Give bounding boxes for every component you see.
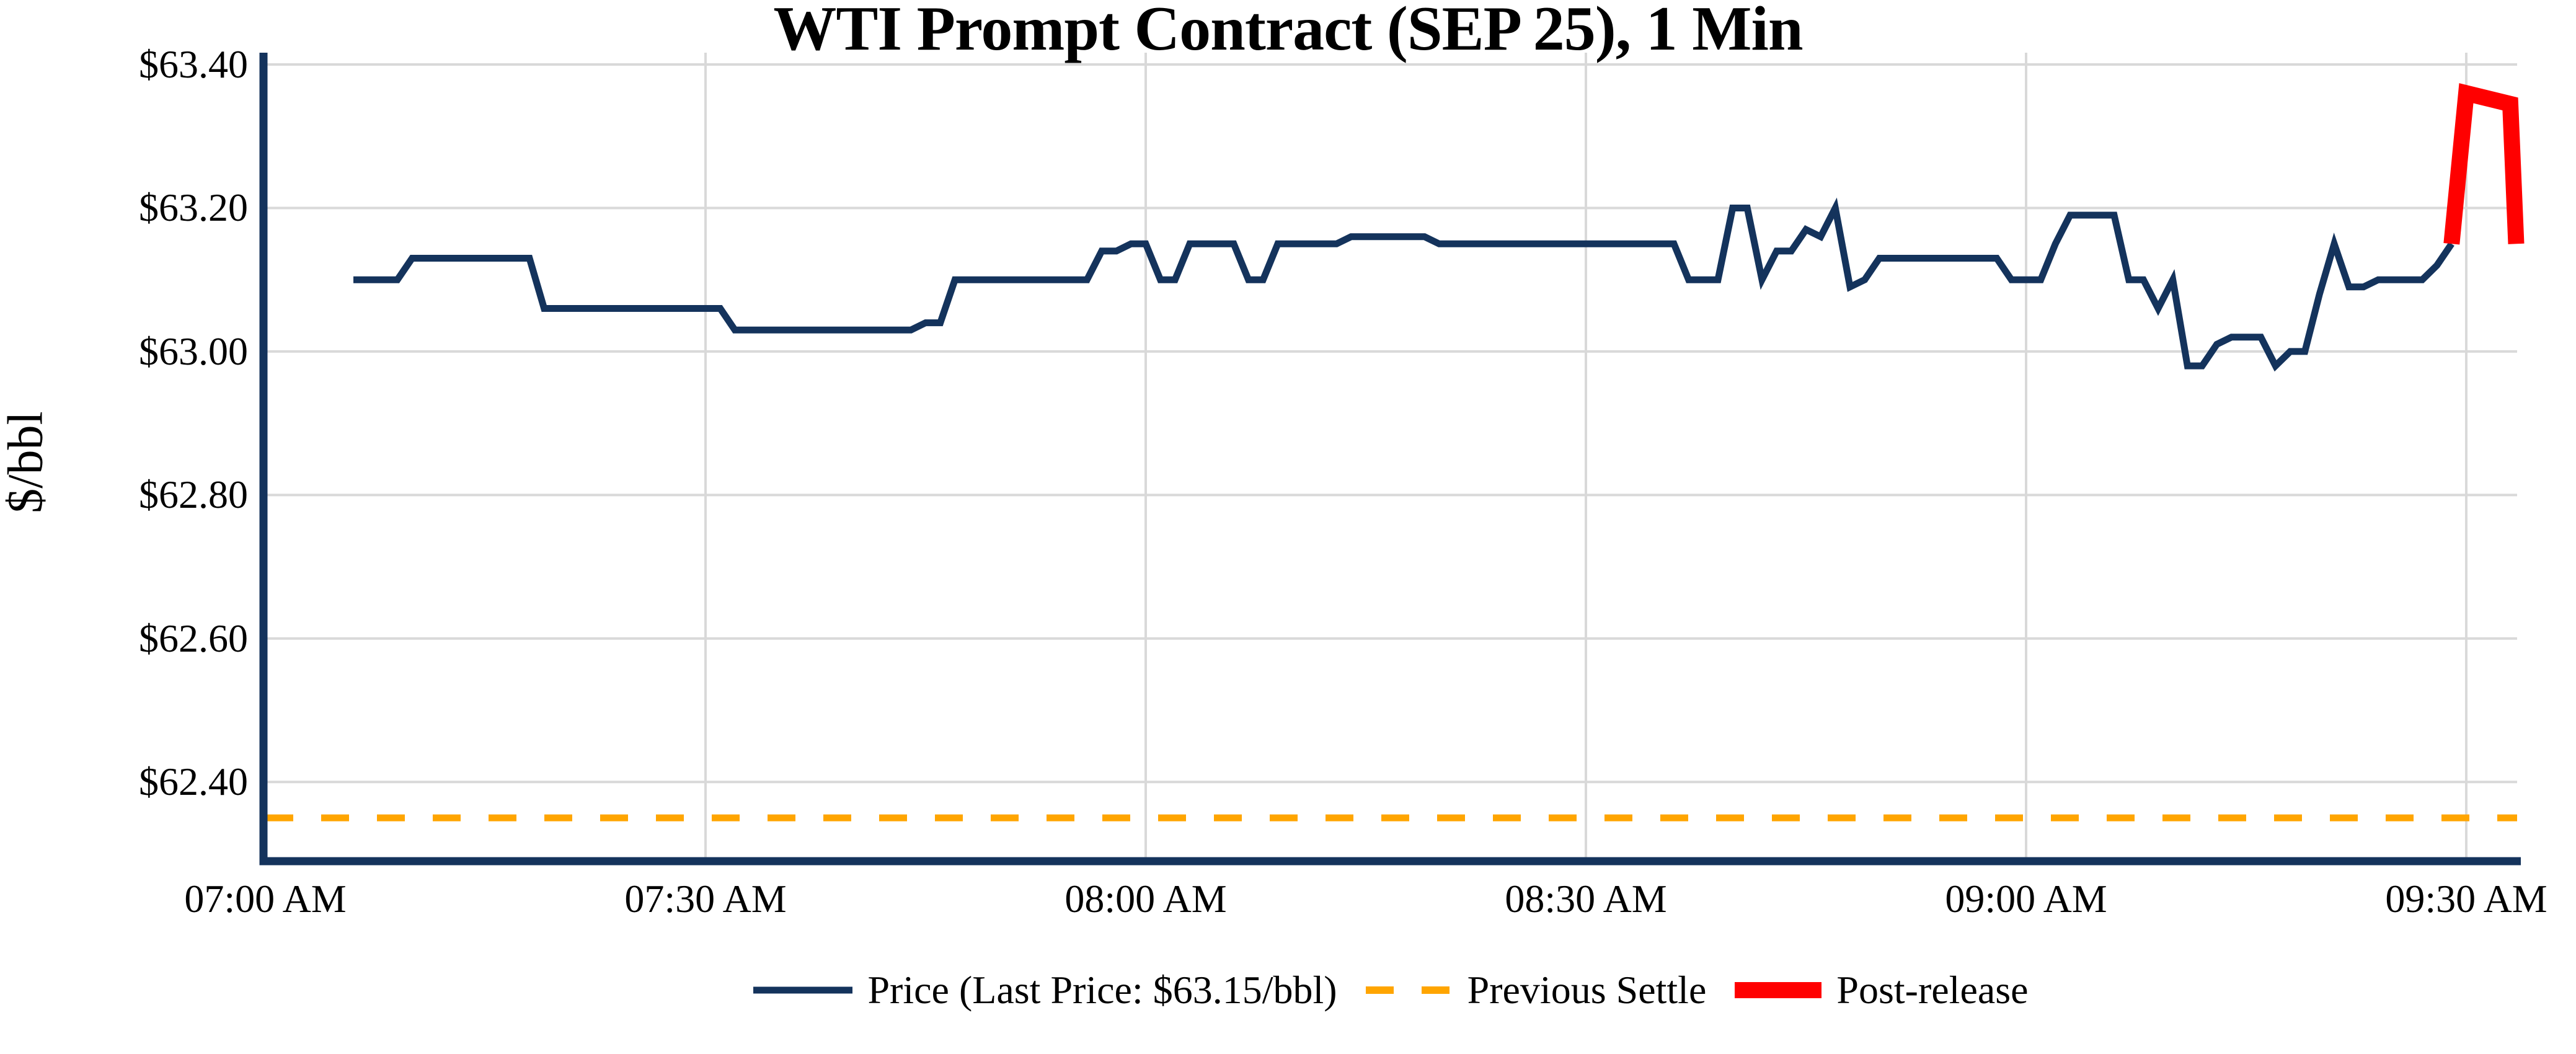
price-line-swatch-icon	[753, 986, 853, 994]
legend-item-price: Price (Last Price: $63.15/bbl)	[753, 967, 1337, 1013]
post-release-swatch-icon	[1735, 982, 1822, 998]
price-line	[353, 197, 2454, 372]
x-tick-label: 08:30 AM	[1505, 877, 1667, 921]
x-tick-label: 07:30 AM	[624, 877, 787, 921]
legend-item-previous-settle: Previous Settle	[1365, 967, 1707, 1013]
legend-item-post-release: Post-release	[1735, 967, 2029, 1013]
legend-label-previous-settle: Previous Settle	[1467, 968, 1707, 1012]
y-axis-label: $/bbl	[0, 411, 53, 513]
y-tick-label: $62.40	[139, 760, 248, 804]
y-tick-label: $63.40	[139, 42, 248, 86]
chart-title: WTI Prompt Contract (SEP 25), 1 Min	[773, 0, 1803, 64]
x-tick-label: 09:30 AM	[2385, 877, 2547, 921]
y-tick-label: $62.60	[139, 616, 248, 660]
legend: Price (Last Price: $63.15/bbl) Previous …	[263, 967, 2518, 1013]
x-tick-label: 07:00 AM	[184, 877, 347, 921]
y-tick-label: $63.20	[139, 185, 248, 230]
x-tick-label: 09:00 AM	[1945, 877, 2107, 921]
y-tick-label: $63.00	[139, 329, 248, 373]
x-tick-label: 08:00 AM	[1064, 877, 1227, 921]
legend-label-price: Price (Last Price: $63.15/bbl)	[867, 968, 1337, 1012]
previous-settle-swatch-icon	[1365, 986, 1453, 994]
post-release-line	[2443, 83, 2525, 245]
legend-label-post-release: Post-release	[1836, 968, 2029, 1012]
y-tick-label: $62.80	[139, 472, 248, 517]
